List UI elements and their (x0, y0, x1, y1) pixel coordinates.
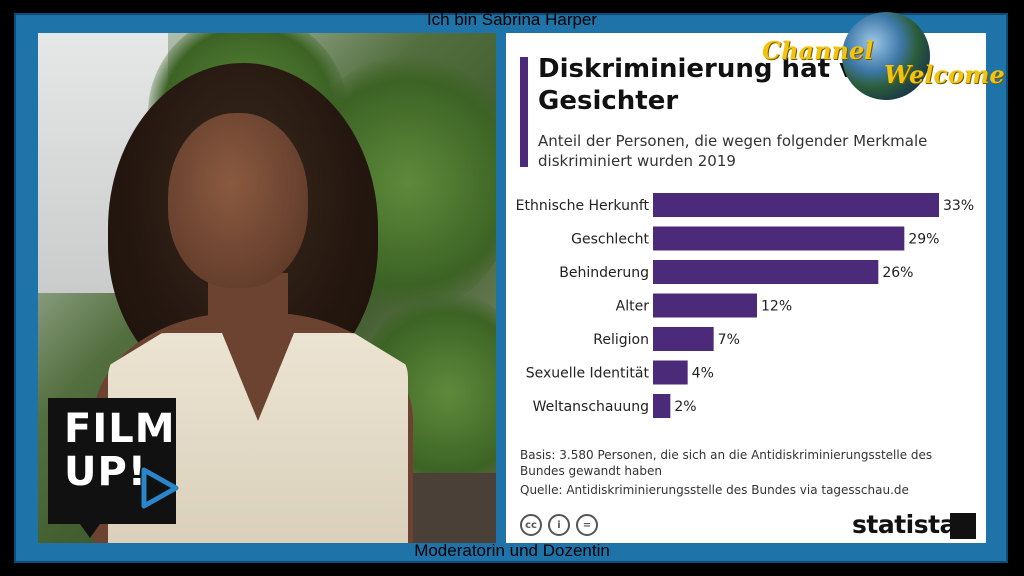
by-icon: i (548, 514, 570, 536)
film-logo-line1: FILM (64, 406, 176, 452)
value-label: 4% (692, 366, 714, 382)
value-label: 33% (943, 198, 974, 214)
title-accent-bar (520, 57, 528, 167)
category-label: Alter (616, 299, 650, 315)
chart-source: Quelle: Antidiskriminierungsstelle des B… (520, 483, 909, 497)
speaker-photo (38, 33, 496, 543)
film-logo-line2: UP! (64, 449, 148, 495)
channel-logo-word: Channel (762, 36, 874, 65)
film-logo-tail (80, 524, 100, 538)
bar-chart: Ethnische Herkunft 33% Geschlecht 29% Behind… (516, 193, 974, 418)
bar (653, 360, 688, 385)
bottom-caption: Moderatorin und Dozentin (414, 541, 610, 560)
play-icon (141, 467, 179, 509)
bar (653, 260, 879, 284)
category-label: Weltanschauung (533, 399, 649, 415)
bar (653, 226, 905, 251)
category-label: Sexuelle Identität (526, 366, 650, 382)
welcome-logo-word: Welcome (884, 60, 1005, 89)
chart-subtitle: Anteil der Personen, die wegen folgender… (538, 132, 928, 170)
bar (653, 394, 671, 418)
category-label: Religion (593, 332, 649, 348)
film-up-logo: FILM UP! (48, 398, 176, 524)
face (168, 113, 308, 288)
chart-panel: Diskriminierung hat viele Gesichter Ante… (506, 33, 986, 543)
top-caption: Ich bin Sabrina Harper (426, 10, 598, 29)
category-label: Geschlecht (571, 232, 649, 248)
category-label: Ethnische Herkunft (516, 198, 650, 214)
statista-mark-icon (950, 513, 976, 539)
chart-basis-note: Basis: 3.580 Personen, die sich an die A… (520, 448, 933, 478)
value-label: 2% (674, 399, 696, 415)
value-label: 7% (718, 332, 740, 348)
bar (653, 293, 757, 318)
statista-brand: statista (852, 510, 956, 539)
value-label: 29% (908, 232, 939, 248)
bar (653, 193, 939, 217)
license-icons: cc i = (520, 514, 598, 536)
value-label: 26% (882, 265, 913, 281)
value-label: 12% (761, 299, 792, 315)
category-label: Behinderung (559, 265, 649, 281)
cc-icon: cc (520, 514, 542, 536)
nd-icon: = (576, 514, 598, 536)
bench (408, 473, 496, 543)
bar (653, 327, 714, 351)
globe-icon (842, 12, 930, 100)
